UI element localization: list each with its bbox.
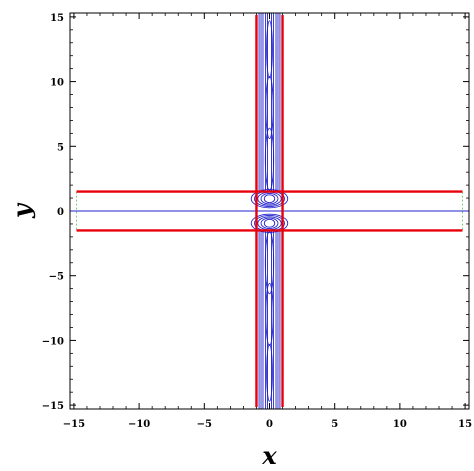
contour-lobe-lower [263, 218, 276, 228]
contour-lobe-upper [250, 189, 289, 209]
x-tick-label: 5 [331, 419, 338, 430]
tick-labels: −15 −10 −5 0 5 10 15 −15 −10 −5 0 5 10 15 [42, 13, 472, 430]
x-tick-label: 10 [393, 419, 407, 430]
y-tick-label: 0 [57, 207, 64, 218]
x-tick-label: 0 [266, 419, 273, 430]
y-axis-label: y [7, 202, 36, 219]
contour-lobe-upper [260, 193, 279, 205]
y-tick-label: 10 [50, 78, 64, 89]
y-tick-label: −10 [42, 336, 64, 347]
plot-frame [69, 12, 470, 410]
contour-ellipse [265, 75, 274, 139]
contour-lobe-lower [260, 217, 279, 229]
x-tick-label: −5 [197, 419, 212, 430]
contour-lines [70, 13, 469, 409]
y-tick-label: 15 [50, 13, 64, 24]
x-tick-label: −10 [128, 419, 150, 430]
contour-ellipse [266, 20, 273, 79]
x-tick-label: 15 [458, 419, 472, 430]
y-tick-label: −15 [42, 401, 64, 412]
x-tick-label: −15 [63, 419, 85, 430]
y-tick-label: 5 [57, 142, 64, 153]
x-axis-label: x [261, 441, 277, 470]
contour-ellipse [266, 343, 273, 402]
contour-lobe-lower [250, 213, 289, 233]
contour-ellipse [265, 283, 274, 347]
boundary-lines [76, 15, 463, 407]
contour-ellipse [264, 231, 275, 295]
contour-ellipse [264, 127, 275, 191]
contour-lobe-upper [263, 194, 276, 204]
y-tick-label: −5 [49, 272, 64, 283]
